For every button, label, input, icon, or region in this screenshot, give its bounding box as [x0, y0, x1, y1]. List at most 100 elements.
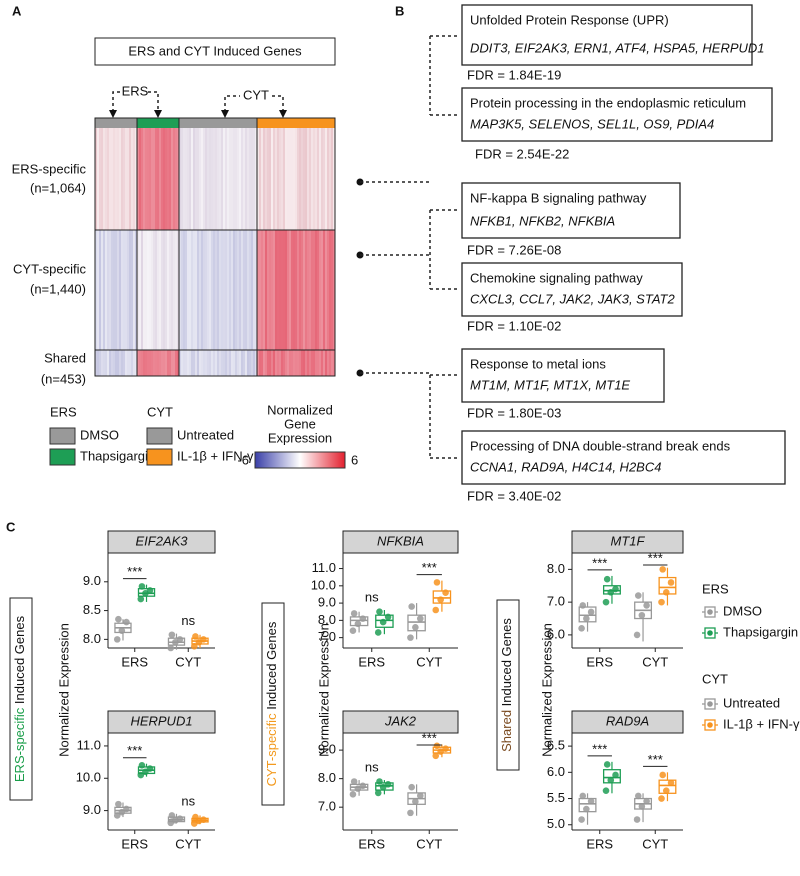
legend-label: DMSO — [723, 603, 762, 618]
heat-strip — [133, 128, 136, 230]
heat-strip — [211, 128, 214, 230]
heat-strip — [277, 230, 280, 350]
heat-strip — [183, 230, 186, 350]
y-tick-label: 7.0 — [547, 594, 565, 609]
heat-strip — [193, 350, 196, 376]
condition-bar — [137, 118, 179, 128]
facet-header — [571, 530, 684, 554]
heat-strip — [265, 230, 268, 350]
heat-strip — [95, 350, 98, 376]
heat-strip — [315, 350, 318, 376]
heat-strip — [103, 230, 106, 350]
point — [200, 816, 207, 823]
y-tick-label: 7.0 — [318, 799, 336, 814]
facet-header — [342, 710, 459, 734]
heat-strip — [159, 350, 162, 376]
heat-strip — [261, 128, 264, 230]
heat-strip — [313, 230, 316, 350]
scale-title: Gene — [284, 416, 316, 431]
heat-strip — [133, 230, 136, 350]
heat-strip — [273, 230, 276, 350]
heat-strip — [193, 128, 196, 230]
heat-strip — [293, 128, 296, 230]
connector — [360, 35, 460, 183]
heat-strip — [291, 350, 294, 376]
connector — [360, 209, 460, 290]
heat-strip — [229, 350, 232, 376]
point — [634, 792, 642, 800]
heat-strip — [101, 128, 104, 230]
heat-strip — [149, 128, 152, 230]
heat-strip — [313, 350, 316, 376]
heat-strip — [281, 128, 284, 230]
pathway-title: Chemokine signaling pathway — [470, 270, 643, 285]
point — [432, 606, 440, 614]
heat-strip — [159, 128, 162, 230]
point — [659, 771, 667, 779]
heat-strip — [195, 128, 198, 230]
heat-strip — [177, 128, 180, 230]
point — [433, 742, 441, 750]
heat-strip — [287, 230, 290, 350]
pathway-fdr: FDR = 1.10E-02 — [467, 318, 561, 333]
heat-strip — [225, 230, 228, 350]
heat-strip — [239, 350, 242, 376]
point — [612, 585, 619, 593]
point — [142, 768, 149, 776]
y-tick-label: 11.0 — [312, 560, 336, 575]
point — [662, 787, 670, 794]
heat-strip — [181, 350, 184, 376]
heat-strip — [311, 350, 314, 376]
heat-strip — [185, 230, 188, 350]
heat-strip — [191, 350, 194, 376]
pathway-fdr: FDR = 1.84E-19 — [467, 67, 561, 82]
point — [113, 636, 121, 643]
heat-strip — [137, 350, 140, 376]
heat-strip — [123, 350, 126, 376]
heat-strip — [137, 128, 140, 230]
heat-strip — [141, 350, 144, 376]
heat-strip — [125, 128, 128, 230]
pathway-box — [461, 262, 683, 317]
heat-strip — [207, 230, 210, 350]
heat-strip — [327, 128, 330, 230]
point — [578, 816, 585, 823]
point — [607, 776, 615, 784]
heat-strip — [287, 350, 290, 376]
point — [416, 615, 424, 622]
heat-strip — [175, 350, 178, 376]
side-label: CYT-specific Induced Genes — [264, 621, 279, 786]
group-label: CYT — [243, 87, 269, 102]
heat-strip — [299, 230, 302, 350]
heat-strip — [323, 230, 326, 350]
heat-strip — [95, 128, 98, 230]
heat-strip — [285, 230, 288, 350]
heat-strip — [153, 230, 156, 350]
point — [603, 761, 611, 768]
point — [579, 792, 587, 800]
point — [612, 771, 619, 779]
heat-strip — [155, 128, 158, 230]
heat-strip — [215, 128, 218, 230]
heat-strip — [147, 350, 150, 376]
legend-swatch — [146, 427, 173, 445]
heat-strip — [329, 350, 332, 376]
row-group-count: (n=1,440) — [30, 281, 86, 296]
heat-strip — [175, 230, 178, 350]
heat-strip — [235, 350, 238, 376]
point — [115, 615, 122, 623]
legend-label: Untreated — [177, 427, 234, 442]
point — [200, 636, 207, 643]
heat-strip — [311, 230, 314, 350]
heat-strip — [247, 128, 250, 230]
heat-strip — [259, 230, 262, 350]
heat-strip — [139, 128, 142, 230]
heat-strip — [207, 128, 210, 230]
side-label-highlight: CYT-specific — [264, 713, 279, 786]
heat-strip — [189, 230, 192, 350]
heat-strip — [97, 230, 100, 350]
arrow — [148, 91, 159, 112]
pathway-title: Response to metal ions — [470, 356, 606, 371]
pathway-fdr: FDR = 3.40E-02 — [467, 488, 561, 503]
heat-strip — [267, 128, 270, 230]
